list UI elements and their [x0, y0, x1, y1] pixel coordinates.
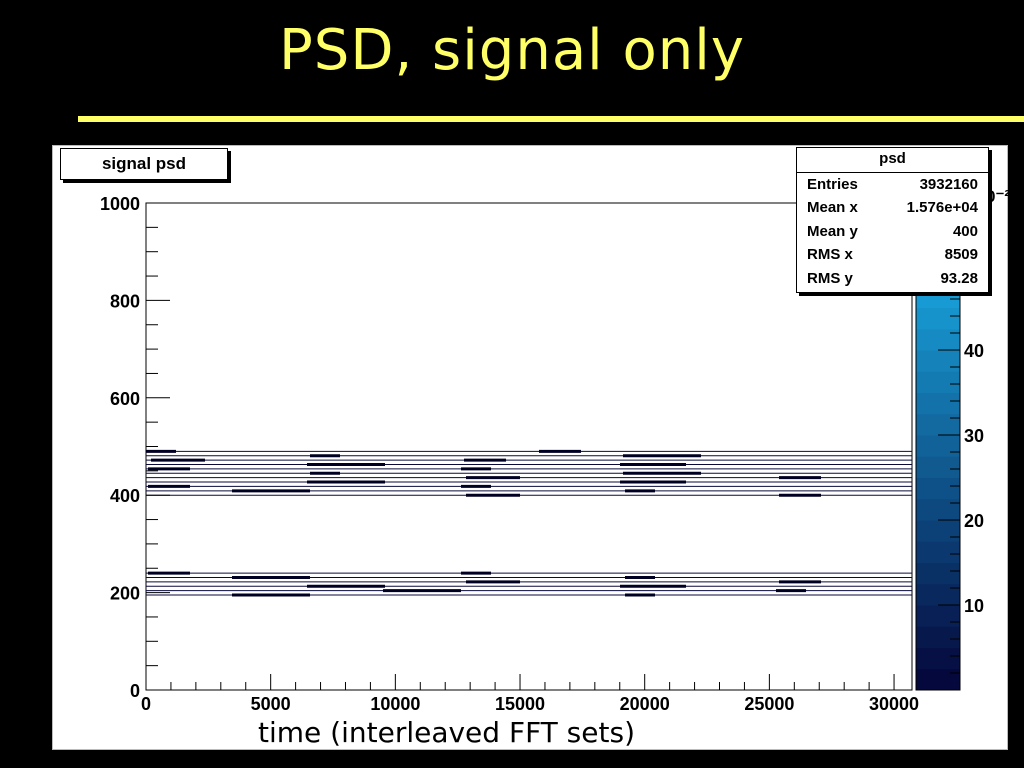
stats-value: 3932160: [919, 176, 978, 193]
y-tick-label: 600: [110, 389, 140, 409]
color-scale-bin: [916, 605, 960, 627]
stats-title: psd: [797, 148, 988, 173]
stats-label: RMS x: [807, 246, 853, 264]
x-tick-label: 25000: [744, 694, 794, 714]
stats-label: Mean y: [807, 222, 858, 240]
color-scale-bin: [916, 328, 960, 351]
color-scale-bin: [916, 435, 960, 457]
x-axis-label: time (interleaved FFT sets): [258, 716, 635, 749]
stats-value: 400: [952, 222, 978, 240]
stats-row: RMS x 8509: [797, 243, 988, 266]
color-scale-bin: [916, 498, 960, 521]
z-tick-label: 30: [964, 426, 984, 446]
histogram-title: signal psd: [60, 148, 228, 180]
color-scale-bin: [916, 456, 960, 478]
color-scale-bin: [916, 371, 960, 393]
stats-row: RMS y 93.28: [797, 267, 988, 290]
color-scale-bin: [916, 307, 960, 330]
stats-box: psd Entries 3932160 Mean x 1.576e+04 Mea…: [796, 147, 989, 293]
stats-row: Mean y 400: [797, 220, 988, 243]
stats-value: 1.576e+04: [906, 199, 978, 217]
color-scale-bin: [916, 477, 960, 500]
stats-label: RMS y: [807, 269, 853, 287]
plot-frame: [145, 202, 913, 691]
color-scale-bin: [916, 626, 960, 648]
y-tick-label: 1000: [100, 194, 140, 214]
y-tick-label: 400: [110, 486, 140, 506]
color-scale-bin: [916, 647, 960, 670]
stats-label: Mean x: [807, 199, 858, 217]
z-tick-label: 40: [964, 341, 984, 361]
color-scale-bin: [916, 562, 960, 585]
color-scale-bin: [916, 350, 960, 372]
band-background: [147, 573, 911, 596]
stats-value: 8509: [944, 246, 978, 264]
stats-label: Entries: [807, 176, 858, 193]
y-tick-label: 0: [130, 681, 140, 701]
y-tick-label: 200: [110, 584, 140, 604]
z-axis-exponent-label: 0⁻²: [986, 187, 1010, 206]
y-tick-label: 800: [110, 291, 140, 311]
stats-row: Mean x 1.576e+04: [797, 196, 988, 219]
color-scale-bin: [916, 392, 960, 415]
slide-title: PSD, signal only: [279, 18, 745, 83]
x-tick-label: 10000: [370, 694, 420, 714]
stats-row: Entries 3932160: [797, 173, 988, 196]
color-scale-bin: [916, 668, 960, 691]
z-tick-label: 20: [964, 511, 984, 531]
stats-value: 93.28: [940, 269, 978, 287]
x-tick-label: 5000: [251, 694, 291, 714]
color-scale-bin: [916, 520, 960, 542]
x-tick-label: 20000: [620, 694, 670, 714]
color-scale-bin: [916, 541, 960, 563]
x-tick-label: 15000: [495, 694, 545, 714]
color-scale-bin: [916, 413, 960, 436]
z-tick-label: 10: [964, 596, 984, 616]
color-scale-bin: [916, 583, 960, 606]
x-tick-label: 30000: [869, 694, 919, 714]
x-tick-label: 0: [141, 694, 151, 714]
title-underline: [78, 116, 1024, 122]
